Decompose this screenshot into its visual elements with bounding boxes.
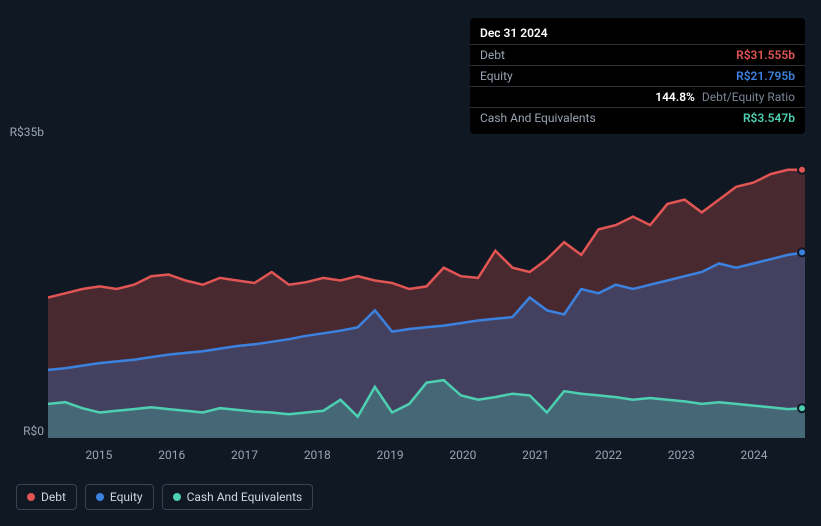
tooltip-row: Debt R$31.555b [470,44,805,65]
legend-item-label: Cash And Equivalents [187,490,303,504]
y-axis-max-label: R$35b [4,125,44,139]
x-axis-year-label: 2023 [661,448,701,462]
legend-item[interactable]: Cash And Equivalents [162,484,314,510]
series-end-marker [798,248,805,256]
legend-item[interactable]: Debt [16,484,77,510]
tooltip-row: 144.8% Debt/Equity Ratio [470,86,805,107]
x-axis-year-label: 2024 [734,448,774,462]
x-axis-year-label: 2022 [588,448,628,462]
y-axis-min-label: R$0 [4,424,44,438]
x-axis-year-label: 2020 [443,448,483,462]
series-end-marker [798,166,805,174]
x-axis-year-label: 2019 [370,448,410,462]
legend-item-label: Equity [110,490,143,504]
tooltip: Dec 31 2024 Debt R$31.555b Equity R$21.795b… [470,18,805,134]
legend-swatch-icon [27,493,35,501]
series-end-marker [798,404,805,412]
tooltip-date: Dec 31 2024 [470,24,805,44]
tooltip-row-value: R$3.547b [743,111,795,125]
tooltip-row-value: R$31.555b [736,48,795,62]
tooltip-row-value: R$21.795b [736,69,795,83]
x-axis-year-label: 2018 [297,448,337,462]
chart-svg [48,140,805,438]
tooltip-row-value: 144.8% Debt/Equity Ratio [655,90,795,104]
tooltip-row-label: Cash And Equivalents [480,111,596,125]
tooltip-row: Cash And Equivalents R$3.547b [470,107,805,128]
x-axis-year-label: 2015 [79,448,119,462]
legend-item[interactable]: Equity [85,484,154,510]
tooltip-row-sublabel: Debt/Equity Ratio [699,90,795,104]
tooltip-row-label: Debt [480,48,505,62]
tooltip-row: Equity R$21.795b [470,65,805,86]
x-axis-year-label: 2016 [152,448,192,462]
legend-item-label: Debt [41,490,66,504]
x-axis-year-label: 2021 [516,448,556,462]
tooltip-row-label: Equity [480,69,513,83]
legend: Debt Equity Cash And Equivalents [16,484,313,510]
legend-swatch-icon [173,493,181,501]
x-axis-year-label: 2017 [225,448,265,462]
legend-swatch-icon [96,493,104,501]
